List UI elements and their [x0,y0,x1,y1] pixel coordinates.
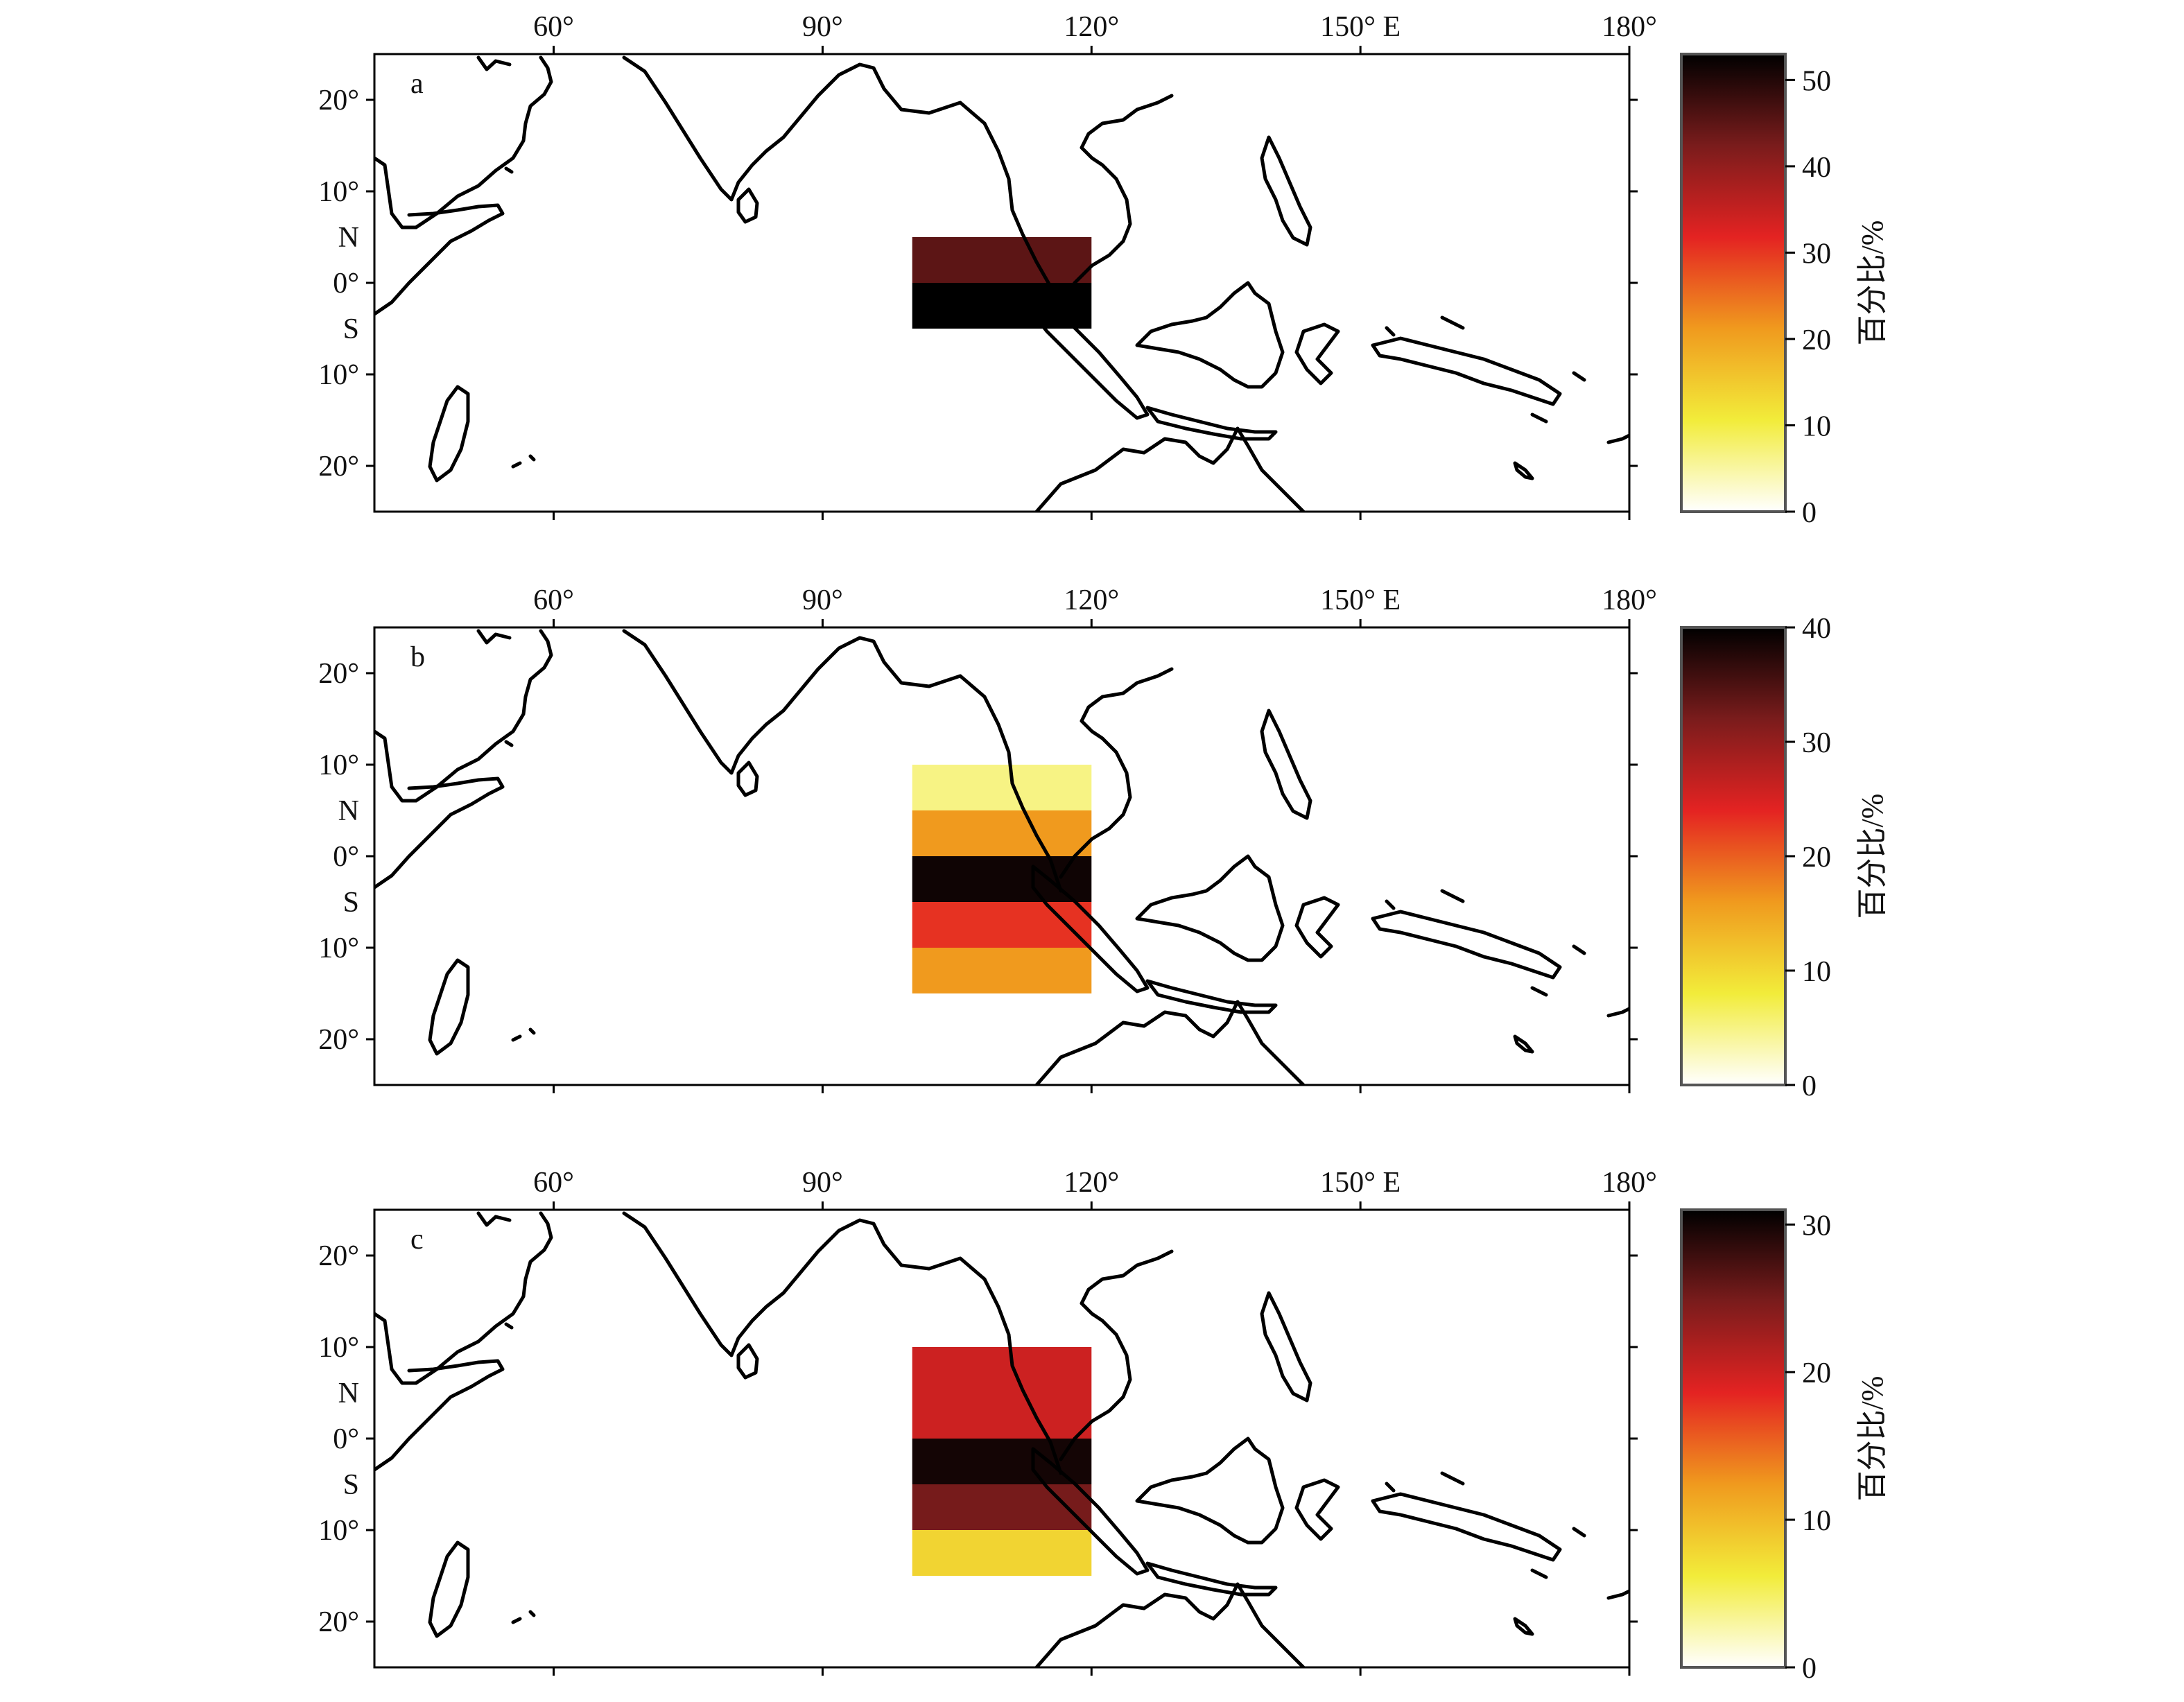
data-cell-b-4 [912,948,1092,993]
lon-tick-label: 150° E [1320,11,1401,43]
lon-tick-label: 90° [802,11,843,43]
panel-label: c [410,1224,424,1256]
data-cell-a-1 [912,283,1092,329]
map-panel-b: b 60° 90° 120° 150° E 180° 20° 10° N 0° S 10° 20° 0 10… [318,584,1889,1102]
colorbar-label: 百分比/% [1855,794,1889,919]
data-cell-c-2 [912,1439,1092,1484]
lat-tick-label: N [338,1378,359,1409]
lon-tick-label: 90° [802,584,843,616]
panel-label: a [410,68,424,100]
map-panel-a: a 60° 90° 120° 150° E 180° 20° 10° N 0° S 10° 20° 0 10… [318,11,1889,529]
colorbar-tick-label: 20 [1802,324,1831,356]
colorbar-label: 百分比/% [1855,1376,1889,1502]
map-panel-c: c 60° 90° 120° 150° E 180° 20° 10° N 0° S 10° 20° 0 10… [318,1167,1889,1685]
data-cell-c-0 [912,1347,1092,1393]
colorbar-tick-label: 50 [1802,65,1831,97]
colorbar-tick-label: 30 [1802,1210,1831,1242]
lat-tick-label: 10° [318,1332,359,1364]
lat-tick-label: 20° [318,1240,359,1272]
lon-tick-label: 150° E [1320,584,1401,616]
lat-tick-label: 10° [318,932,359,964]
data-cell-b-1 [912,810,1092,856]
lon-tick-label: 120° [1064,11,1119,43]
lon-tick-label: 150° E [1320,1167,1401,1199]
lon-tick-label: 60° [533,11,574,43]
lon-tick-label: 90° [802,1167,843,1199]
data-cell-c-1 [912,1393,1092,1439]
lat-tick-label: S [343,887,359,919]
lat-tick-label: 20° [318,658,359,690]
colorbar-tick-label: 30 [1802,238,1831,270]
lat-tick-label: 0° [333,1423,359,1455]
data-cell-b-3 [912,902,1092,948]
lat-tick-label: 20° [318,451,359,483]
lat-tick-label: N [338,222,359,254]
data-cell-b-2 [912,856,1092,902]
colorbar-tick-label: 0 [1802,497,1817,529]
colorbar-tick-label: 0 [1802,1653,1817,1685]
colorbar-tick-label: 40 [1802,613,1831,645]
lat-tick-label: 20° [318,1024,359,1056]
colorbar-tick-label: 20 [1802,842,1831,874]
lat-tick-label: S [343,313,359,345]
lat-tick-label: S [343,1469,359,1501]
colorbar-tick-label: 30 [1802,727,1831,759]
lon-tick-label: 120° [1064,1167,1119,1199]
colorbar-tick-label: 10 [1802,956,1831,988]
colorbar-tick-label: 10 [1802,1505,1831,1537]
lat-tick-label: 10° [318,1515,359,1547]
lon-tick-label: 60° [533,1167,574,1199]
lat-tick-label: 0° [333,268,359,299]
lon-tick-label: 180° [1602,11,1657,43]
colorbar-tick-label: 40 [1802,152,1831,184]
colorbar-tick-label: 20 [1802,1357,1831,1389]
panel-label: b [410,641,425,673]
lat-tick-label: N [338,795,359,827]
lon-tick-label: 60° [533,584,574,616]
colorbar [1680,626,1787,1086]
lon-tick-label: 180° [1602,1167,1657,1199]
lon-tick-label: 120° [1064,584,1119,616]
data-cell-c-3 [912,1484,1092,1530]
data-cell-b-0 [912,765,1092,810]
colorbar-tick-label: 10 [1802,410,1831,442]
colorbar [1680,1208,1787,1669]
lat-tick-label: 20° [318,85,359,116]
lat-tick-label: 10° [318,749,359,781]
colorbar-tick-label: 0 [1802,1070,1817,1102]
lat-tick-label: 10° [318,176,359,208]
lon-tick-label: 180° [1602,584,1657,616]
lat-tick-label: 0° [333,841,359,873]
lat-tick-label: 20° [318,1606,359,1638]
data-cell-a-0 [912,237,1092,283]
lat-tick-label: 10° [318,359,359,391]
data-cell-c-4 [912,1530,1092,1576]
colorbar-label: 百分比/% [1855,220,1889,346]
colorbar [1680,53,1787,513]
